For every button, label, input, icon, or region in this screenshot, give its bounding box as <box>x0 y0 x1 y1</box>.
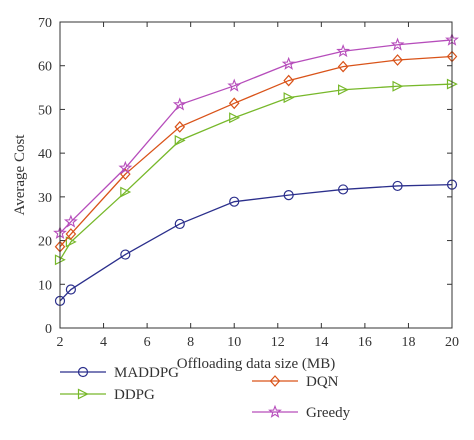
legend-label-greedy: Greedy <box>306 405 351 421</box>
legend-marker-dqn <box>269 375 281 387</box>
data-point-ddpg <box>229 112 241 124</box>
data-point-dqn <box>392 54 403 66</box>
data-point-greedy <box>118 160 133 174</box>
legend-item-maddpg: MADDPG <box>60 365 179 381</box>
legend-marker-greedy <box>268 404 282 418</box>
legend-marker-ddpg <box>77 388 89 400</box>
data-point-dqn <box>337 60 349 73</box>
data-point-dqn <box>283 74 294 87</box>
y-tick-label: 70 <box>38 16 52 31</box>
legend-item-ddpg: DDPG <box>60 387 155 403</box>
legend: MADDPG DDPG DQN Greedy <box>60 365 351 421</box>
legend-item-greedy: Greedy <box>252 404 351 421</box>
data-point-maddpg <box>392 180 403 192</box>
y-tick-label: 20 <box>38 235 52 250</box>
data-point-maddpg <box>283 190 294 201</box>
data-point-greedy <box>281 56 296 70</box>
series-line-greedy <box>59 39 453 234</box>
y-tick-label: 10 <box>38 278 52 293</box>
y-axis-title: Average Cost <box>12 134 28 216</box>
data-point-greedy <box>63 214 78 228</box>
x-tick-label: 12 <box>271 335 285 350</box>
series-line-maddpg <box>59 183 453 302</box>
x-tick-label: 18 <box>401 335 415 350</box>
legend-label-ddpg: DDPG <box>114 387 155 403</box>
data-point-dqn <box>228 97 240 110</box>
data-point-greedy <box>172 97 187 111</box>
x-tick-label: 8 <box>187 335 194 350</box>
data-point-ddpg <box>392 80 404 92</box>
data-point-maddpg <box>65 284 76 295</box>
series-line-dqn <box>59 55 453 248</box>
series-layer <box>53 32 459 306</box>
data-point-maddpg <box>229 196 240 207</box>
data-point-ddpg <box>174 134 186 146</box>
series-maddpg <box>54 179 458 306</box>
data-point-ddpg <box>283 92 295 104</box>
series-line-ddpg <box>59 83 453 261</box>
x-tick-label: 2 <box>57 335 64 350</box>
data-point-dqn <box>174 121 186 133</box>
y-tick-label: 30 <box>38 191 52 206</box>
plot-frame <box>59 21 453 329</box>
y-tick-label: 0 <box>45 322 52 337</box>
data-point-greedy <box>390 37 405 51</box>
data-point-ddpg <box>338 84 349 96</box>
x-tick-label: 10 <box>227 335 241 350</box>
data-point-ddpg <box>120 186 132 198</box>
x-axis-title: Offloading data size (MB) <box>177 356 335 372</box>
data-point-greedy <box>336 44 351 58</box>
y-tick-label: 40 <box>38 147 52 162</box>
y-tick-label: 60 <box>38 60 52 75</box>
x-tick-label: 4 <box>100 335 107 350</box>
series-dqn <box>54 50 458 253</box>
legend-marker-maddpg <box>77 366 89 378</box>
series-ddpg <box>54 78 458 266</box>
data-point-maddpg <box>120 249 131 260</box>
legend-label-maddpg: MADDPG <box>114 365 179 381</box>
data-point-greedy <box>227 78 242 92</box>
data-point-maddpg <box>338 184 349 195</box>
x-tick-label: 14 <box>314 335 328 350</box>
y-tick-label: 50 <box>38 103 52 118</box>
legend-label-dqn: DQN <box>306 374 339 390</box>
x-tick-label: 20 <box>445 335 459 350</box>
axis-ticks: 2 4 6 8 10 12 14 16 18 20 0 10 20 30 40 50 60 70 <box>38 16 459 350</box>
data-point-dqn <box>65 228 77 240</box>
x-tick-label: 16 <box>358 335 372 350</box>
x-tick-label: 6 <box>144 335 151 350</box>
legend-item-dqn: DQN <box>252 374 339 390</box>
data-point-maddpg <box>174 218 185 230</box>
